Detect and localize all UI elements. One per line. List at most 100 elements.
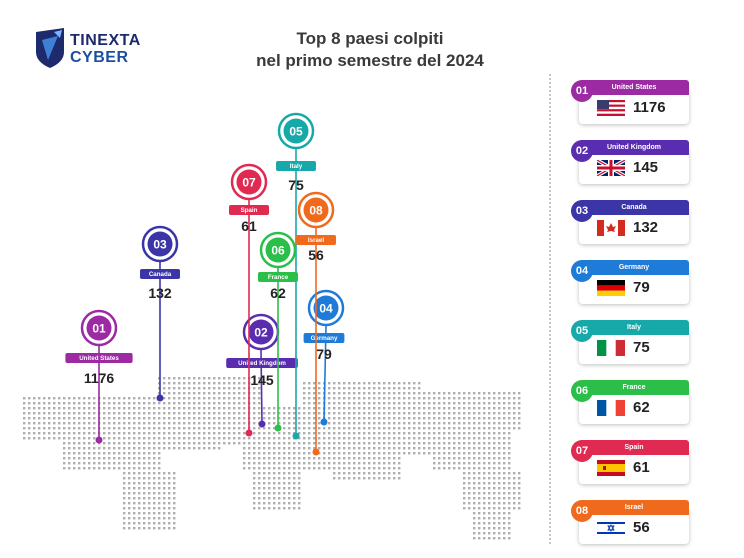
map-dot	[268, 412, 271, 415]
pin-label: France	[268, 274, 289, 281]
map-dot	[438, 412, 441, 415]
map-dot	[128, 402, 131, 405]
map-dot	[173, 422, 176, 425]
pin-circle	[313, 295, 339, 321]
map-dot	[508, 457, 511, 460]
map-dot	[153, 487, 156, 490]
map-dot	[218, 437, 221, 440]
map-dot	[28, 422, 31, 425]
map-dot	[213, 432, 216, 435]
map-dot	[208, 422, 211, 425]
map-dot	[418, 417, 421, 420]
map-dot	[163, 482, 166, 485]
map-dot	[263, 432, 266, 435]
map-dot	[273, 507, 276, 510]
map-dot	[113, 427, 116, 430]
map-dot	[393, 472, 396, 475]
pin-dot	[292, 432, 300, 440]
map-dot	[143, 527, 146, 530]
map-dot	[68, 462, 71, 465]
map-dot	[448, 427, 451, 430]
map-dot	[318, 442, 321, 445]
map-dot	[223, 407, 226, 410]
map-dot	[388, 477, 391, 480]
map-dot	[393, 457, 396, 460]
map-dot	[468, 482, 471, 485]
map-dot	[253, 422, 256, 425]
map-dot	[303, 447, 306, 450]
map-dot	[473, 407, 476, 410]
map-dot	[453, 452, 456, 455]
map-dot	[363, 387, 366, 390]
map-dot	[493, 492, 496, 495]
map-dot	[403, 442, 406, 445]
map-dot	[478, 492, 481, 495]
map-dot	[293, 477, 296, 480]
map-dot	[113, 442, 116, 445]
map-dot	[383, 462, 386, 465]
map-dot	[508, 452, 511, 455]
map-dot	[273, 482, 276, 485]
map-dot	[368, 472, 371, 475]
map-dot	[128, 457, 131, 460]
map-dot	[483, 462, 486, 465]
map-dot	[423, 392, 426, 395]
map-dot	[278, 507, 281, 510]
map-dot	[258, 502, 261, 505]
brand-line-1: TINEXTA	[70, 32, 141, 49]
map-dot	[193, 402, 196, 405]
map-dot	[343, 432, 346, 435]
map-dot	[363, 417, 366, 420]
map-dot	[363, 407, 366, 410]
map-dot	[203, 422, 206, 425]
pin-label-bg	[276, 161, 316, 171]
map-dot	[138, 507, 141, 510]
map-dot	[423, 402, 426, 405]
map-dot	[498, 457, 501, 460]
map-dot	[268, 507, 271, 510]
map-dot	[483, 437, 486, 440]
map-dot	[458, 402, 461, 405]
map-dot	[73, 427, 76, 430]
map-dot	[508, 392, 511, 395]
map-dot	[458, 457, 461, 460]
pin-circle	[236, 169, 262, 195]
map-dot	[143, 442, 146, 445]
map-dot	[173, 382, 176, 385]
map-dot	[473, 392, 476, 395]
map-dot	[453, 402, 456, 405]
map-dot	[138, 492, 141, 495]
map-dot	[48, 402, 51, 405]
map-dot	[128, 432, 131, 435]
map-dot	[103, 447, 106, 450]
map-dot	[148, 507, 151, 510]
map-dot	[513, 482, 516, 485]
map-dot	[343, 412, 346, 415]
ranking-card-it: Italy 05 75	[571, 320, 691, 364]
map-dot	[118, 397, 121, 400]
map-dot	[463, 492, 466, 495]
map-dot	[33, 422, 36, 425]
pin-label-bg	[140, 269, 180, 279]
map-dot	[483, 447, 486, 450]
map-dot	[358, 412, 361, 415]
map-dot	[183, 397, 186, 400]
map-dot	[103, 432, 106, 435]
map-dot	[163, 512, 166, 515]
map-dot	[218, 422, 221, 425]
map-dot	[463, 392, 466, 395]
map-dot	[158, 457, 161, 460]
map-dot	[508, 412, 511, 415]
map-dot	[448, 417, 451, 420]
map-dot	[313, 447, 316, 450]
map-dot	[283, 477, 286, 480]
map-dot	[168, 432, 171, 435]
map-dot	[348, 402, 351, 405]
map-dot	[398, 437, 401, 440]
map-dot	[63, 397, 66, 400]
map-dot	[63, 402, 66, 405]
map-dot	[483, 492, 486, 495]
map-dot	[253, 412, 256, 415]
